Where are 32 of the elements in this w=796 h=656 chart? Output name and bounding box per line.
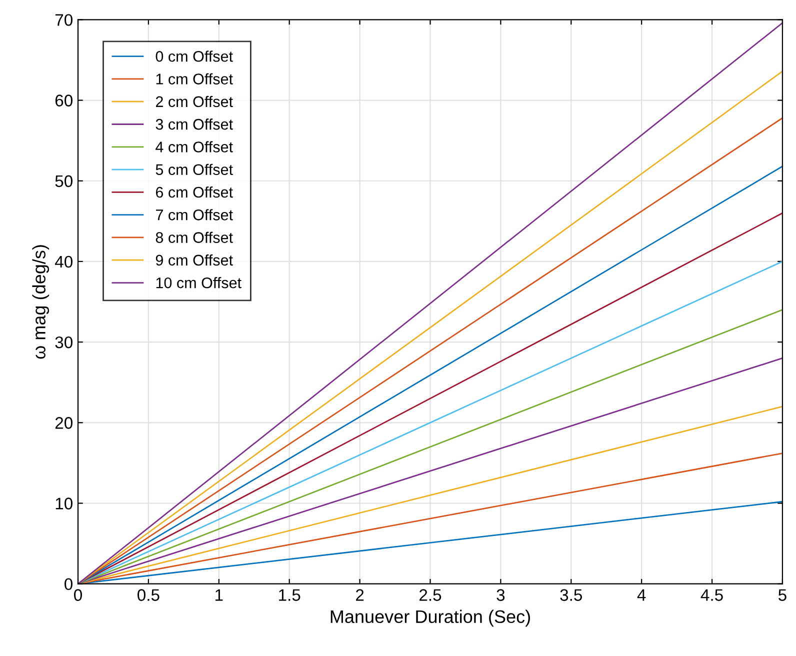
x-axis-title: Manuever Duration (Sec) xyxy=(330,610,530,627)
legend-label: 3 cm Offset xyxy=(156,118,233,130)
legend-label: 9 cm Offset xyxy=(156,254,233,266)
x-tick-label: 4 xyxy=(637,589,646,601)
x-tick-label: 3 xyxy=(496,589,505,601)
x-tick-label: 0 xyxy=(74,589,82,601)
x-tick-label: 1 xyxy=(216,589,223,601)
legend-label: 7 cm Offset xyxy=(156,209,233,220)
legend-label: 4 cm Offset xyxy=(156,141,233,152)
x-tick-label: 2.5 xyxy=(419,589,442,601)
legend-label: 8 cm Offset xyxy=(156,232,233,243)
x-tick-label: 2 xyxy=(356,589,364,601)
legend-label: 5 cm Offset xyxy=(156,164,233,176)
y-tick-label: 0 xyxy=(64,578,72,590)
x-tick-label: 5 xyxy=(778,589,786,601)
x-tick-label: 1.5 xyxy=(279,589,300,601)
y-tick-label: 20 xyxy=(55,417,72,429)
y-tick-label: 60 xyxy=(55,94,72,106)
y-tick-label: 50 xyxy=(55,175,72,188)
legend-label: 0 cm Offset xyxy=(156,50,233,62)
legend-label: 10 cm Offset xyxy=(156,277,242,288)
legend-label: 2 cm Offset xyxy=(156,96,233,108)
y-tick-label: 10 xyxy=(56,498,72,510)
y-tick-label: 70 xyxy=(55,14,72,26)
legend-label: 1 cm Offset xyxy=(156,73,233,84)
y-tick-label: 30 xyxy=(55,336,72,348)
x-tick-label: 0.5 xyxy=(138,589,160,601)
x-tick-label: 3.5 xyxy=(560,589,582,601)
y-tick-label: 40 xyxy=(54,256,72,268)
legend-label: 6 cm Offset xyxy=(156,186,233,198)
y-axis-title: ω mag (deg/s) xyxy=(32,245,50,359)
x-tick-label: 4.5 xyxy=(700,589,723,601)
